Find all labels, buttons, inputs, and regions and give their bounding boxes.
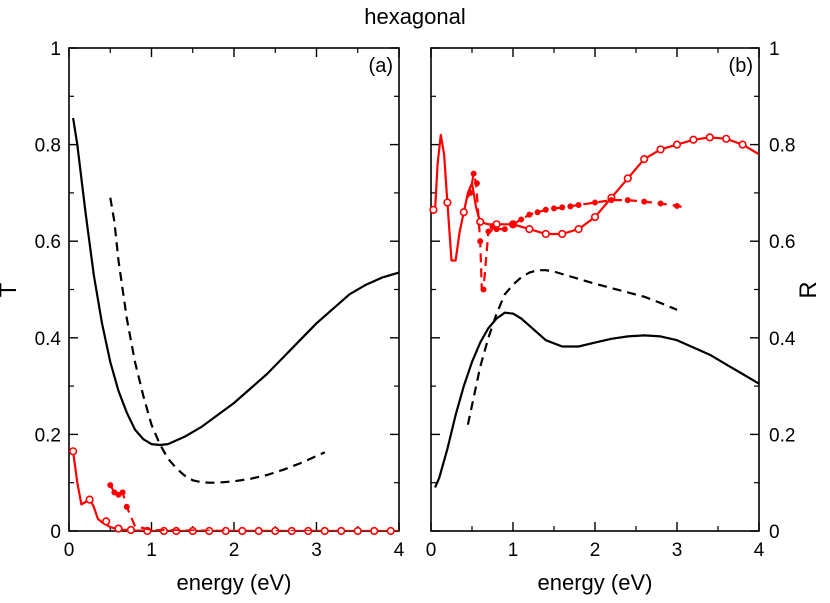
panel-b-red-dashed-dots-marker	[575, 201, 582, 208]
panel-a-ticks: 0 1 2 3 4 0 0.2 0.4 0.6 0.8 1	[35, 39, 405, 561]
panel-b-red-dashed-dots-marker	[567, 203, 574, 210]
panel-a-red-solid-circles-marker	[337, 526, 346, 536]
panel-a-red-solid-circles-marker	[85, 495, 94, 504]
panel-a-red-dashed-dots-marker	[119, 489, 126, 496]
panel-a-red-dashed-dots-marker	[107, 482, 114, 489]
panel-a-red-solid-circles-marker	[353, 526, 362, 536]
panel-b-red-dashed-dots-marker	[467, 189, 474, 196]
panel-b-red-solid-circles-marker	[738, 140, 747, 149]
panel-b-red-dashed-dots-marker	[477, 238, 484, 245]
panel-b-x-axis-label: energy (eV)	[538, 570, 653, 595]
panel-b-red-dashed-dots-marker	[559, 204, 566, 211]
panel-b-red-solid-circles-marker	[640, 154, 649, 164]
panel-b-y-tick-label: 1	[769, 39, 780, 60]
panel-b-x-tick-label: 1	[508, 540, 519, 561]
panel-b-x-tick-label: 4	[754, 540, 765, 561]
panel-a-y-tick-label: 0.4	[35, 329, 62, 350]
panel-b-red-solid-circles-marker	[590, 212, 600, 222]
panel-a-red-solid-circles-marker	[102, 517, 111, 526]
panel-b-red-dashed-dots-marker	[542, 206, 549, 213]
panel-b-y-tick-label: 0.6	[769, 232, 795, 253]
panel-b-red-solid-circles-marker	[443, 198, 452, 207]
panel-a-x-tick-label: 3	[311, 540, 322, 561]
panel-b-red-dashed-dots-marker	[470, 170, 477, 177]
panel-b-red-dashed-dots-marker	[493, 226, 500, 233]
panel-b-y-tick-label: 0.8	[769, 136, 795, 157]
panel-b-red-solid-circles-marker	[476, 217, 485, 226]
figure-title: hexagonal	[364, 4, 466, 29]
panel-a-label: (a)	[369, 55, 393, 77]
panel-a-red-solid-circles-marker	[370, 526, 379, 536]
panel-b-y-tick-label: 0	[769, 522, 780, 543]
panel-b-red-dashed-dots-marker	[485, 228, 492, 235]
panel-b-reflection: (b) energy (eV) R 0 1 2 3 400.20.40.60.81	[426, 39, 822, 595]
panel-b-red-dashed-dots-marker	[518, 216, 525, 223]
panel-b-red-solid-circles-marker	[459, 208, 468, 217]
panel-b-red-solid-circles-marker	[623, 174, 632, 183]
panel-b-ticks: 0 1 2 3 400.20.40.60.81	[426, 39, 796, 561]
panel-b-x-tick-label: 3	[672, 540, 683, 561]
panel-a-x-tick-label: 0	[64, 540, 75, 561]
panel-a-red-solid-circles-marker	[238, 526, 247, 536]
panel-b-red-dashed-dots-marker	[624, 197, 631, 204]
panel-a-x-tick-label: 2	[229, 540, 240, 561]
panel-a-y-tick-label: 1	[50, 39, 61, 60]
panel-b-red-dashed-dots-marker	[674, 202, 681, 209]
panel-a-y-tick-label: 0.8	[35, 136, 61, 157]
panel-b-red-solid-circles-marker	[705, 133, 714, 142]
panel-b-y-tick-label: 0.4	[769, 329, 796, 350]
panel-a-y-tick-label: 0.2	[35, 425, 61, 446]
panel-b-red-dashed-dots-marker	[501, 226, 508, 233]
panel-a-red-solid-circles-marker	[126, 525, 135, 535]
panel-b-red-dashed-dots-marker	[608, 197, 615, 204]
panel-b-red-dashed-dots-marker	[551, 205, 558, 212]
panel-a-black-dashed-line	[109, 197, 326, 484]
panel-b-black-dashed-line	[466, 269, 678, 425]
panel-b-red-dashed-dots-marker	[657, 200, 664, 207]
panel-b-red-dashed-dots-marker	[526, 211, 533, 218]
panel-a-x-axis-label: energy (eV)	[177, 570, 292, 595]
panel-a-frame	[68, 47, 400, 532]
panel-b-x-tick-label: 0	[426, 540, 437, 561]
panel-a-red-solid-circles-marker	[320, 526, 329, 536]
panel-b-frame	[430, 47, 760, 532]
panel-b-black-solid-line	[434, 311, 759, 488]
panel-b-red-solid-circles-marker	[656, 145, 665, 154]
panel-a-red-solid-circles-marker	[69, 447, 78, 456]
panel-a-x-tick-label: 4	[394, 540, 405, 561]
panel-b-red-solid-circles-line	[434, 133, 759, 262]
panel-b-red-solid-circles-marker	[689, 135, 698, 144]
panel-a-red-solid-circles-marker	[114, 524, 123, 533]
panel-a-red-dashed-dots-line	[109, 484, 317, 531]
panel-b-x-tick-label: 2	[590, 540, 601, 561]
panel-b-red-dashed-dots-marker	[592, 199, 599, 206]
panel-b-red-solid-circles-marker	[525, 225, 534, 234]
panel-a-red-solid-circles-marker	[386, 526, 395, 536]
panel-a-series	[69, 117, 399, 536]
panel-b-red-solid-circles-marker	[541, 229, 550, 239]
panel-b-red-solid-circles-marker	[429, 205, 438, 214]
panel-b-y-tick-label: 0.2	[769, 425, 795, 446]
panel-b-red-dashed-dots-line	[466, 172, 686, 291]
panel-b-red-solid-circles-marker	[558, 229, 567, 239]
panel-b-red-solid-circles-marker	[672, 140, 682, 149]
panel-b-red-dashed-dots-marker	[473, 180, 480, 187]
panel-b-red-dashed-dots-marker	[480, 286, 487, 293]
panel-b-red-dashed-dots-marker	[509, 221, 516, 228]
panel-a-red-dashed-dots-marker	[123, 503, 130, 510]
panel-a-transmission: (a) energy (eV) T 0 1 2 3 4 0 0.2 0.4 0.6 0.8 1	[0, 39, 405, 595]
panel-b-red-dashed-dots-marker	[641, 198, 648, 205]
panel-b-red-solid-circles-marker	[574, 225, 583, 234]
panel-b-series	[429, 133, 759, 488]
panel-a-black-solid-line	[72, 117, 399, 447]
panel-b-label: (b)	[729, 55, 753, 77]
panel-b-red-dashed-dots-marker	[534, 209, 541, 216]
panel-a-y-axis-label: T	[0, 282, 22, 297]
panel-b-red-solid-circles-marker	[722, 134, 731, 143]
panel-a-x-tick-label: 1	[146, 540, 157, 561]
panel-a-y-tick-label: 0.6	[35, 232, 61, 253]
panel-b-y-axis-label: R	[795, 281, 822, 298]
panel-a-y-tick-label: 0	[50, 522, 61, 543]
